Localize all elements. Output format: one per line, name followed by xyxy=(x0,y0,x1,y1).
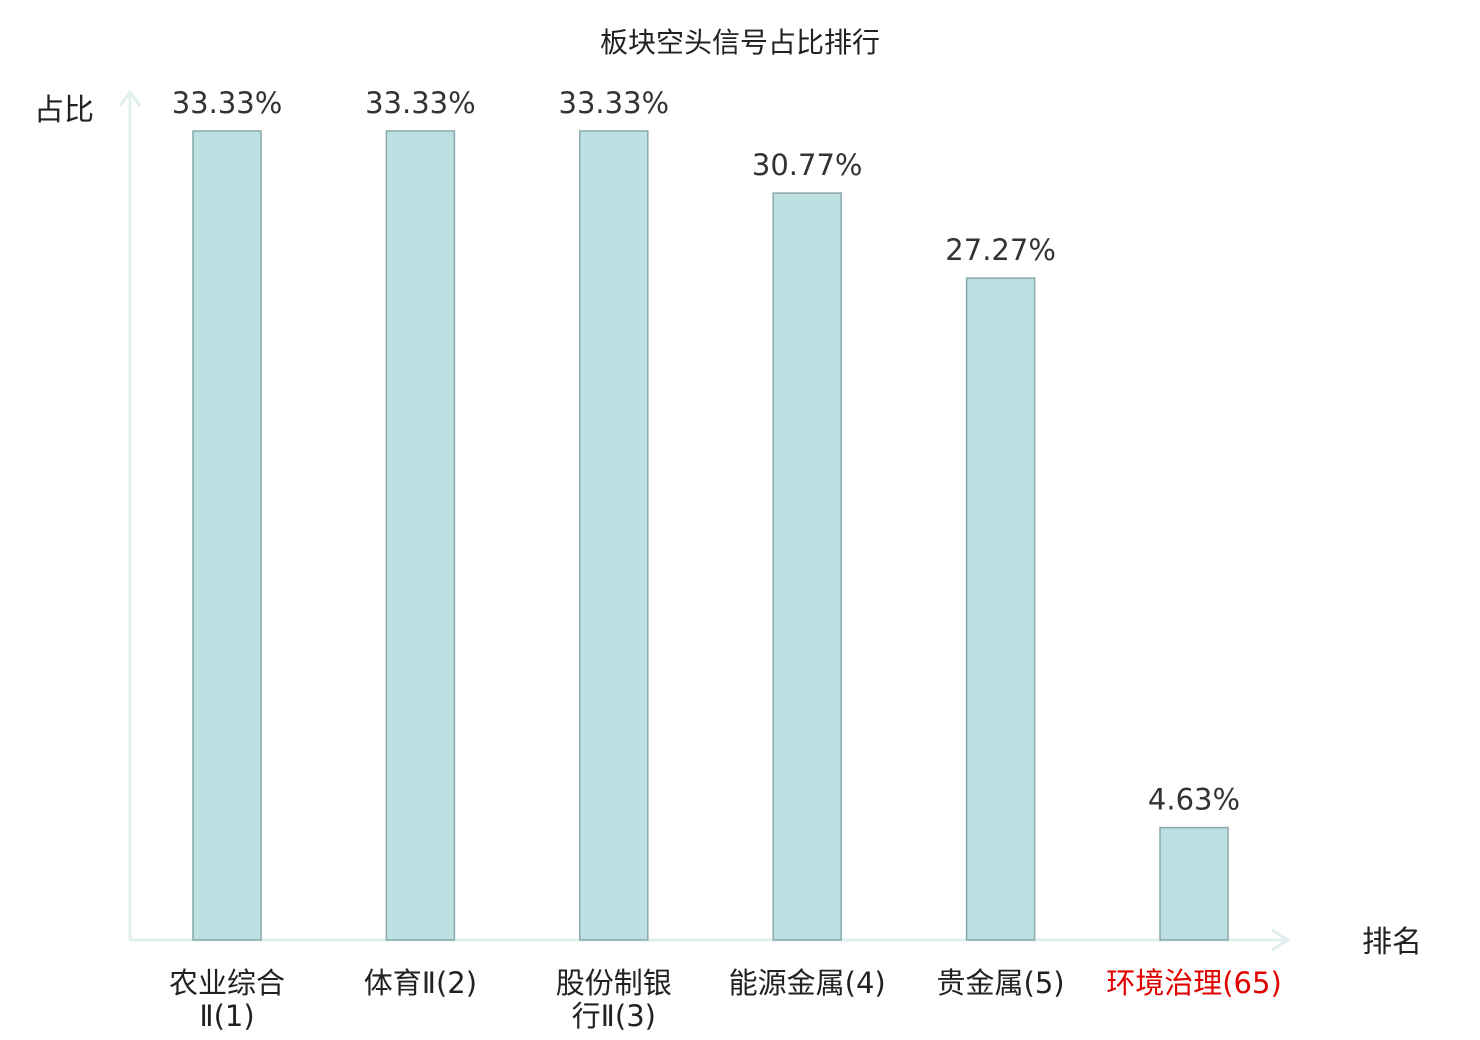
bar xyxy=(579,130,649,941)
x-axis-label: 排名 xyxy=(1362,925,1422,960)
category-label: 股份制银行Ⅱ(3) xyxy=(556,966,672,1033)
bar-value-label: 30.77% xyxy=(752,148,863,182)
bar-value-label: 33.33% xyxy=(559,86,670,120)
y-axis-label: 占比 xyxy=(34,93,94,128)
x-axis xyxy=(130,928,1291,952)
bar xyxy=(192,130,262,941)
bar xyxy=(965,277,1036,941)
bar-value-label: 4.63% xyxy=(1148,783,1240,817)
bar xyxy=(772,192,842,941)
category-label-line: 农业综合 xyxy=(169,966,285,1000)
category-label: 贵金属(5) xyxy=(937,966,1065,1000)
bar xyxy=(385,130,456,941)
category-label: 环境治理(65) xyxy=(1106,966,1282,1000)
category-label: 能源金属(4) xyxy=(729,966,886,1000)
category-label-line: 能源金属(4) xyxy=(729,966,886,1000)
bar-value-label: 33.33% xyxy=(172,86,283,120)
bars-group xyxy=(192,130,1229,941)
chart-title: 板块空头信号占比排行 xyxy=(600,26,880,59)
y-axis xyxy=(118,89,142,940)
value-labels-group: 33.33% 33.33% 33.33% 30.77% 27.27% 4.63% xyxy=(172,86,1240,817)
category-label-line: 贵金属(5) xyxy=(937,966,1065,1000)
bar-value-label: 27.27% xyxy=(945,233,1056,267)
category-label-line: 环境治理(65) xyxy=(1106,966,1282,1000)
category-label-line: 行Ⅱ(3) xyxy=(572,999,656,1033)
category-label: 农业综合 Ⅱ(1) xyxy=(169,966,285,1033)
category-label-line: 体育Ⅱ(2) xyxy=(364,966,477,1000)
bar xyxy=(1159,826,1229,941)
category-label: 体育Ⅱ(2) xyxy=(364,966,477,1000)
category-labels-group: 农业综合 Ⅱ(1) 体育Ⅱ(2) 股份制银行Ⅱ(3) 能源金属(4) 贵金属(5) 环境治理… xyxy=(169,966,1282,1033)
bar-value-label: 33.33% xyxy=(365,86,476,120)
category-label-line: 股份制银 xyxy=(556,966,672,1000)
category-label-line: Ⅱ(1) xyxy=(199,999,254,1033)
